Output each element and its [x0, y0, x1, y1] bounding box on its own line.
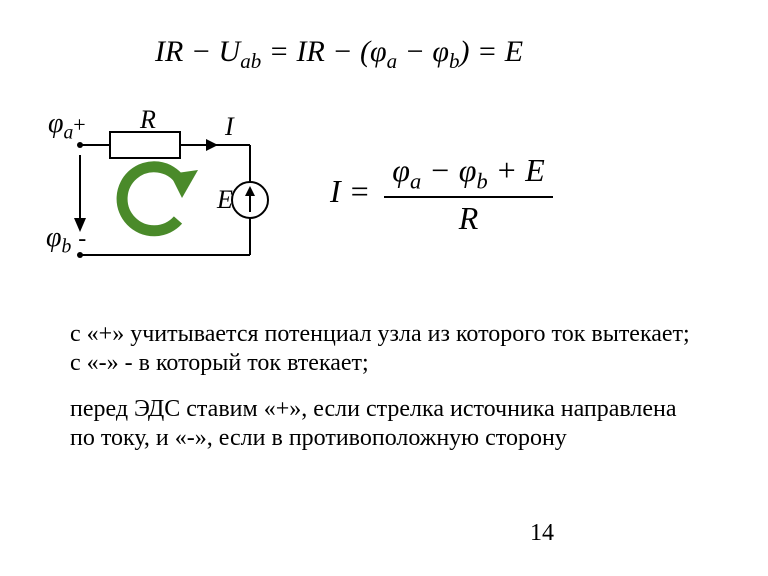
equation-1: IR − Uab = IR − (φa − φb) = E [155, 35, 523, 74]
circuit-diagram [50, 100, 310, 300]
label-I: I [225, 112, 234, 142]
eq2-fraction: φa − φb + E R [384, 150, 553, 239]
label-phi-b-sign: - [78, 226, 86, 252]
label-phi-a-sign: + [73, 112, 85, 137]
equation-2: I = φa − φb + E R [330, 150, 559, 239]
eq1-part3: − φ [397, 35, 449, 68]
page-number: 14 [530, 520, 554, 547]
label-E: E [217, 185, 233, 215]
eq1-part4: ) = E [459, 35, 523, 68]
label-phi-a: φa+ [48, 108, 86, 145]
eq1-sub-a: a [387, 49, 398, 73]
eq1-sub-b: b [449, 49, 460, 73]
eq2-lhs: I = [330, 173, 378, 209]
eq1-part2: = IR − (φ [261, 35, 386, 68]
eq1-part1: IR − U [155, 35, 240, 68]
loop-arrowhead-icon [170, 170, 198, 198]
label-phi-b: φb - [46, 222, 86, 259]
eq2-numerator: φa − φb + E [384, 150, 553, 198]
eq1-sub-ab: ab [240, 49, 261, 73]
paragraph-2: перед ЭДС ставим «+», если стрелка источ… [70, 395, 690, 453]
current-arrow-icon [206, 139, 218, 151]
label-R: R [140, 105, 156, 135]
resistor [110, 132, 180, 158]
eq2-denominator: R [384, 198, 553, 239]
paragraph-1: с «+» учитывается потенциал узла из кото… [70, 320, 690, 378]
